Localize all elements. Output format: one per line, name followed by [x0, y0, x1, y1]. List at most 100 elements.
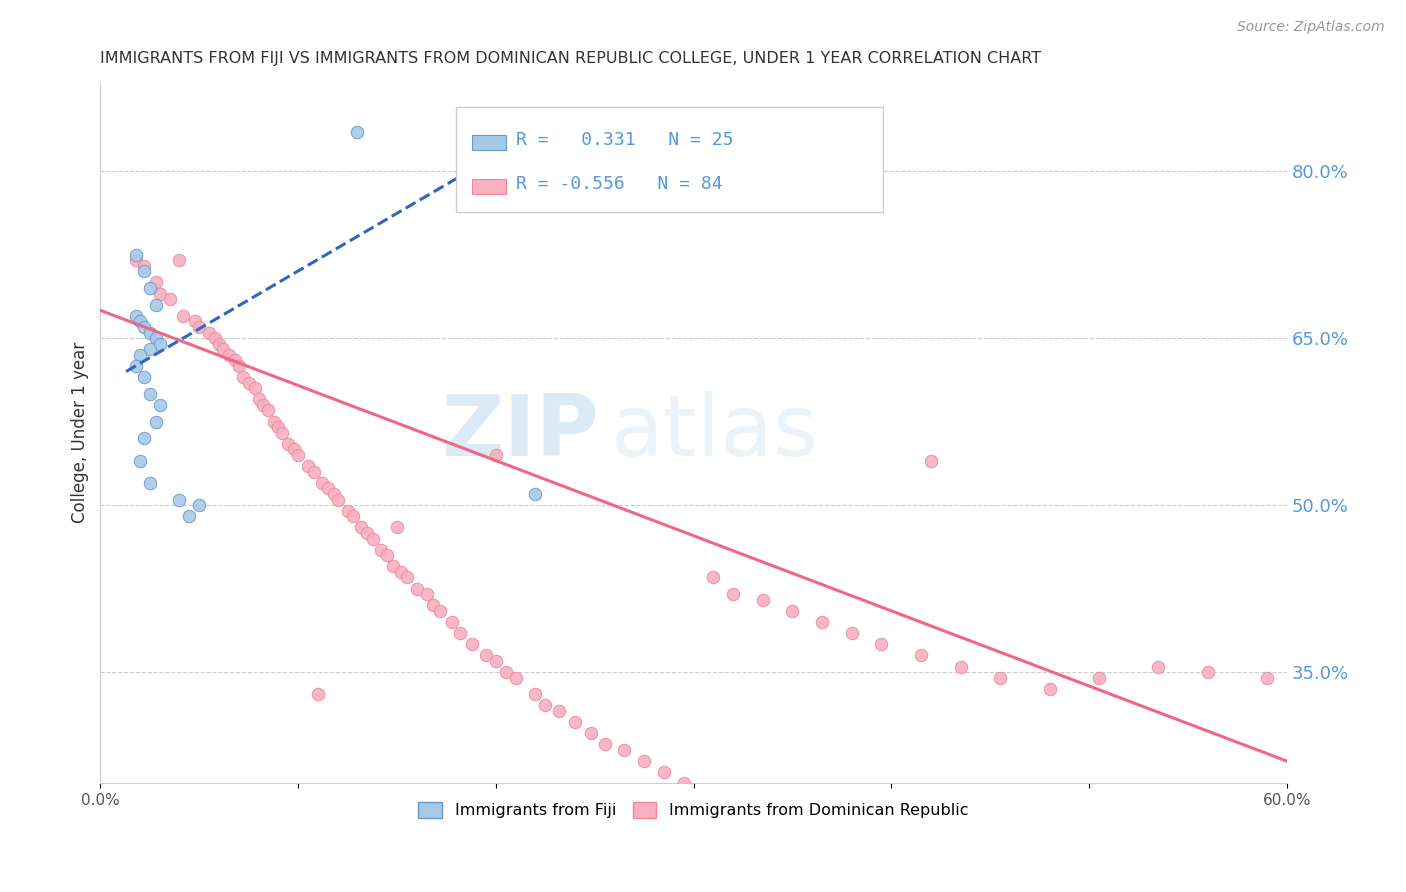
Point: [267, 420, 290, 434]
Y-axis label: College, Under 1 year: College, Under 1 year: [72, 343, 89, 524]
Point: [307, 687, 329, 701]
Point: [316, 482, 339, 496]
Point: [375, 548, 398, 562]
Point: [395, 570, 418, 584]
Point: [449, 626, 471, 640]
Point: [593, 738, 616, 752]
Point: [782, 604, 804, 618]
Point: [149, 336, 172, 351]
Point: [524, 687, 547, 701]
Legend: Immigrants from Fiji, Immigrants from Dominican Republic: Immigrants from Fiji, Immigrants from Do…: [412, 795, 976, 824]
Point: [350, 520, 373, 534]
Point: [252, 398, 274, 412]
Point: [613, 743, 636, 757]
Point: [475, 648, 498, 663]
Point: [188, 498, 211, 512]
Point: [179, 509, 201, 524]
Point: [382, 559, 405, 574]
Text: IMMIGRANTS FROM FIJI VS IMMIGRANTS FROM DOMINICAN REPUBLIC COLLEGE, UNDER 1 YEAR: IMMIGRANTS FROM FIJI VS IMMIGRANTS FROM …: [100, 51, 1042, 66]
Point: [1088, 671, 1111, 685]
Point: [188, 320, 211, 334]
Point: [429, 604, 451, 618]
Point: [212, 343, 235, 357]
Point: [169, 253, 191, 268]
Point: [652, 765, 675, 780]
Point: [247, 392, 270, 407]
Point: [1147, 659, 1170, 673]
FancyBboxPatch shape: [457, 107, 883, 212]
Point: [302, 465, 325, 479]
Point: [920, 453, 942, 467]
Point: [129, 314, 152, 328]
Point: [184, 314, 207, 328]
Point: [145, 331, 167, 345]
Point: [132, 370, 155, 384]
Point: [495, 665, 517, 679]
Point: [461, 637, 484, 651]
Point: [342, 509, 364, 524]
Point: [870, 637, 893, 651]
Point: [949, 659, 972, 673]
Point: [232, 370, 254, 384]
Text: Source: ZipAtlas.com: Source: ZipAtlas.com: [1237, 20, 1385, 34]
Point: [1038, 681, 1060, 696]
Point: [721, 587, 744, 601]
Point: [534, 698, 557, 713]
Point: [132, 264, 155, 278]
Point: [159, 292, 181, 306]
Text: R = -0.556   N = 84: R = -0.556 N = 84: [516, 175, 723, 193]
Point: [139, 475, 162, 490]
Text: atlas: atlas: [610, 392, 818, 475]
Point: [633, 754, 655, 768]
Point: [988, 671, 1011, 685]
Point: [841, 626, 863, 640]
Point: [405, 582, 427, 596]
Point: [287, 448, 309, 462]
Point: [145, 415, 167, 429]
Point: [370, 542, 392, 557]
Point: [271, 425, 294, 440]
Point: [149, 398, 172, 412]
Point: [910, 648, 932, 663]
Point: [326, 492, 349, 507]
Point: [263, 415, 285, 429]
Point: [204, 331, 226, 345]
Point: [485, 654, 508, 668]
Point: [172, 309, 194, 323]
Point: [139, 326, 162, 340]
Point: [485, 448, 508, 462]
Point: [169, 492, 191, 507]
Point: [129, 453, 152, 467]
Point: [311, 475, 333, 490]
Point: [752, 592, 775, 607]
Point: [132, 320, 155, 334]
Point: [283, 442, 305, 457]
Point: [139, 281, 162, 295]
Point: [322, 487, 344, 501]
Point: [579, 726, 602, 740]
Point: [385, 520, 408, 534]
Point: [346, 125, 368, 139]
Text: ZIP: ZIP: [441, 392, 599, 475]
Point: [125, 253, 148, 268]
Point: [129, 348, 152, 362]
Text: R =   0.331   N = 25: R = 0.331 N = 25: [516, 130, 733, 149]
Point: [145, 298, 167, 312]
Point: [702, 570, 724, 584]
Point: [564, 715, 586, 730]
Point: [356, 525, 378, 540]
Point: [415, 587, 437, 601]
Point: [243, 381, 266, 395]
Point: [125, 359, 148, 373]
Point: [524, 487, 547, 501]
Point: [149, 286, 172, 301]
Point: [389, 565, 412, 579]
Point: [672, 776, 695, 790]
Point: [336, 504, 359, 518]
Point: [218, 348, 240, 362]
Point: [145, 276, 167, 290]
Point: [811, 615, 834, 629]
Point: [238, 376, 260, 390]
Point: [139, 386, 162, 401]
Point: [132, 259, 155, 273]
